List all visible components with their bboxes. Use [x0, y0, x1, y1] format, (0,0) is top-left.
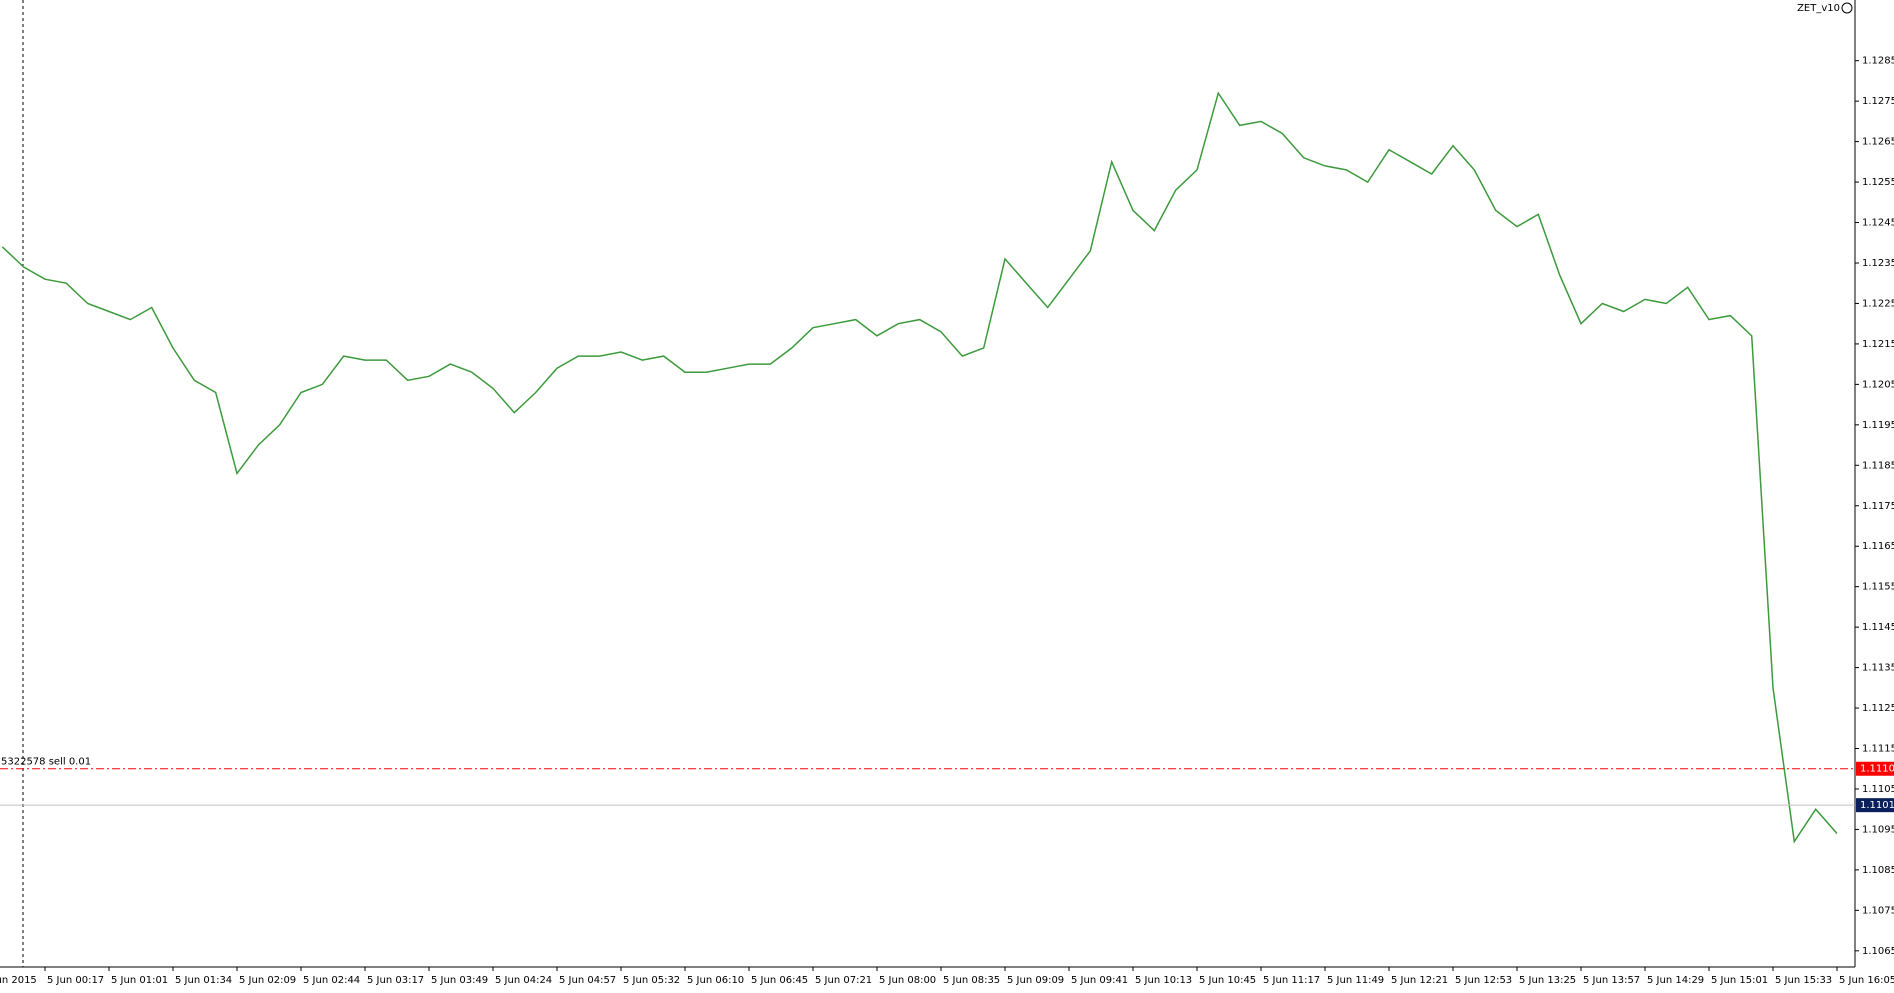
y-tick-label: 1.1215 — [1862, 339, 1894, 350]
x-tick-label: 5 Jun 03:17 — [367, 975, 424, 986]
y-tick-label: 1.1265 — [1862, 137, 1894, 148]
x-tick-label: 5 Jun 09:41 — [1071, 975, 1128, 986]
y-tick-label: 1.1155 — [1862, 582, 1894, 593]
x-tick-label: 5 Jun 11:17 — [1263, 975, 1320, 986]
x-tick-label: 5 Jun 03:49 — [431, 975, 488, 986]
x-tick-label: 5 Jun 00:17 — [47, 975, 104, 986]
y-tick-label: 1.1205 — [1862, 379, 1894, 390]
x-tick-label: 5 Jun 02:09 — [239, 975, 296, 986]
y-tick-label: 1.1115 — [1862, 744, 1894, 755]
x-tick-label: 5 Jun 09:09 — [1007, 975, 1064, 986]
y-tick-label: 1.1185 — [1862, 460, 1894, 471]
y-tick-label: 1.1235 — [1862, 258, 1894, 269]
smiley-icon — [1841, 2, 1853, 14]
x-tick-label: 5 Jun 12:21 — [1391, 975, 1448, 986]
x-tick-label: 5 Jun 02:44 — [303, 975, 360, 986]
y-tick-label: 1.1065 — [1862, 946, 1894, 957]
x-tick-label: 5 Jun 15:01 — [1711, 975, 1768, 986]
x-tick-label: 5 Jun 15:33 — [1775, 975, 1832, 986]
x-tick-label: 5 Jun 11:49 — [1327, 975, 1384, 986]
price-line — [1, 91, 1838, 844]
x-tick-label: 5 Jun 14:29 — [1647, 975, 1704, 986]
y-tick-label: 1.1075 — [1862, 905, 1894, 916]
x-tick-label: 5 Jun 04:24 — [495, 975, 552, 986]
x-tick-label: 5 Jun 12:53 — [1455, 975, 1512, 986]
x-tick-label: 5 Jun 13:57 — [1583, 975, 1640, 986]
x-tick-label: 5 Jun 06:10 — [687, 975, 744, 986]
order-price-box — [1856, 761, 1894, 776]
y-tick-label: 1.1255 — [1862, 177, 1894, 188]
y-tick-label: 1.1125 — [1862, 703, 1894, 714]
y-tick-label: 1.1105 — [1862, 784, 1894, 795]
x-tick-label: 5 Jun 06:45 — [751, 975, 808, 986]
y-tick-label: 1.1135 — [1862, 663, 1894, 674]
y-tick-label: 1.1225 — [1862, 298, 1894, 309]
y-tick-label: 1.1095 — [1862, 824, 1894, 835]
x-tick-label: 5 Jun 01:01 — [111, 975, 168, 986]
x-tick-label: 5 Jun 08:00 — [879, 975, 936, 986]
x-tick-label: 5 Jun 05:32 — [623, 975, 680, 986]
x-tick-label: 5 Jun 08:35 — [943, 975, 1000, 986]
x-tick-label: 5 Jun 10:45 — [1199, 975, 1256, 986]
order-price-label: 1.1110 — [1860, 764, 1894, 775]
y-tick-label: 1.1285 — [1862, 56, 1894, 67]
indicator-name: ZET_v10 — [1797, 3, 1840, 14]
y-tick-label: 1.1275 — [1862, 96, 1894, 107]
x-tick-label: 5 Jun 07:21 — [815, 975, 872, 986]
x-tick-label: 5 Jun 01:34 — [175, 975, 232, 986]
x-tick-label: 5 Jun 13:25 — [1519, 975, 1576, 986]
order-label: 5322578 sell 0.01 — [1, 757, 91, 768]
y-tick-label: 1.1245 — [1862, 218, 1894, 229]
y-tick-label: 1.1175 — [1862, 501, 1894, 512]
x-tick-label: 5 Jun 2015 — [0, 975, 37, 986]
y-tick-label: 1.1165 — [1862, 541, 1894, 552]
y-tick-label: 1.1085 — [1862, 865, 1894, 876]
x-tick-label: 5 Jun 10:13 — [1135, 975, 1192, 986]
x-tick-label: 5 Jun 04:57 — [559, 975, 616, 986]
x-tick-label: 5 Jun 16:05 — [1839, 975, 1894, 986]
bid-price-box — [1856, 798, 1894, 813]
y-tick-label: 1.1145 — [1862, 622, 1894, 633]
y-tick-label: 1.1195 — [1862, 420, 1894, 431]
bid-price-label: 1.1101 — [1860, 800, 1894, 811]
